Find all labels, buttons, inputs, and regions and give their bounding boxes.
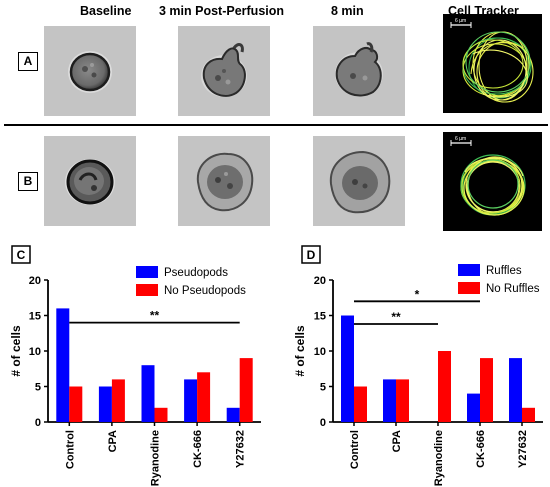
panel-label: D: [307, 248, 316, 262]
bar-no-pseudopods: [197, 372, 211, 422]
bar-no-ruffles: [522, 407, 535, 422]
bar-no-ruffles: [354, 386, 367, 422]
bar-pseudopods: [98, 386, 112, 422]
bar-chart-c: C 0 5 10 15 20 # of cells Control CPA Ryanodine CK…: [9, 245, 261, 486]
significance-label: **: [150, 309, 160, 323]
y-tick-label: 20: [314, 275, 326, 287]
bar-ruffles: [467, 393, 480, 422]
bar-pseudopods: [226, 407, 240, 422]
bar-pseudopods: [184, 379, 198, 422]
y-tick-label: 0: [35, 417, 41, 429]
x-tick-label: CK-666: [192, 430, 204, 468]
y-tick-label: 0: [320, 417, 326, 429]
x-tick-label: CPA: [107, 430, 119, 452]
panel-label-box: [301, 245, 321, 264]
micrograph-b-8min: [313, 136, 405, 226]
panel-label: C: [17, 248, 26, 262]
x-tick-label: CPA: [391, 430, 403, 452]
x-tick-label: CK-666: [475, 430, 487, 468]
chart-panel-d: D 0 5 10 15 20 # of cells Control CPA Ryanodine CK…: [290, 245, 548, 486]
bar-ruffles: [383, 379, 396, 422]
legend-label: Ruffles: [486, 265, 522, 277]
significance-label: *: [415, 287, 420, 301]
bar-no-ruffles: [396, 379, 409, 422]
y-tick-label: 5: [320, 382, 326, 394]
bar-no-ruffles: [438, 351, 451, 422]
chart-panel-c: C 0 5 10 15 20 # of cells Control CPA Ryanodine CK…: [8, 245, 270, 486]
y-tick-label: 20: [29, 275, 41, 287]
y-axis-label: # of cells: [9, 325, 23, 377]
micrograph-a-3min: [178, 26, 270, 116]
legend-swatch: [136, 284, 158, 296]
bar-no-pseudopods: [69, 386, 83, 422]
legend-swatch: [458, 282, 480, 294]
cell-tracker-a: 6 µm: [443, 14, 542, 113]
y-axis-label: # of cells: [293, 325, 307, 377]
bar-no-ruffles: [480, 358, 493, 422]
row-label-a: A: [18, 52, 38, 71]
x-tick-label: Ryanodine: [150, 430, 162, 486]
y-tick-label: 15: [314, 311, 326, 323]
y-tick-label: 5: [35, 382, 41, 394]
micrograph-a-baseline: [44, 26, 136, 116]
y-tick-label: 10: [29, 346, 41, 358]
column-header-8min: 8 min: [331, 4, 364, 18]
legend-swatch: [458, 264, 480, 276]
panel-divider: [4, 124, 548, 126]
y-tick-label: 10: [314, 346, 326, 358]
x-tick-label: Ryanodine: [433, 430, 445, 486]
cell-tracker-b: 6 µm: [443, 132, 542, 231]
scale-bar-label-a: 6 µm: [455, 18, 466, 24]
x-tick-label: Control: [349, 430, 361, 469]
bar-no-pseudopods: [111, 379, 125, 422]
x-tick-label: Y27632: [517, 430, 529, 468]
y-tick-label: 15: [29, 311, 41, 323]
column-header-baseline: Baseline: [80, 4, 132, 18]
bar-chart-d: D 0 5 10 15 20 # of cells Control CPA Ryanodine CK…: [293, 245, 543, 486]
x-tick-label: Control: [64, 430, 76, 469]
significance-label: **: [391, 310, 401, 324]
scale-bar-label-b: 6 µm: [455, 136, 466, 142]
legend-label: No Pseudopods: [164, 285, 246, 297]
bar-pseudopods: [141, 365, 155, 422]
legend-label: Pseudopods: [164, 267, 228, 279]
bar-ruffles: [341, 315, 354, 422]
micrograph-b-baseline: [44, 136, 136, 226]
legend-swatch: [136, 266, 158, 278]
micrograph-a-8min: [313, 26, 405, 116]
bar-no-pseudopods: [154, 407, 168, 422]
x-tick-label: Y27632: [235, 430, 247, 468]
bar-no-pseudopods: [239, 358, 253, 422]
bar-ruffles: [509, 358, 522, 422]
bar-pseudopods: [56, 308, 70, 422]
micrograph-b-3min: [178, 136, 270, 226]
legend-label: No Ruffles: [486, 283, 540, 295]
panel-label-box: [11, 245, 31, 264]
column-header-3min: 3 min Post-Perfusion: [159, 4, 285, 18]
row-label-b: B: [18, 172, 38, 191]
